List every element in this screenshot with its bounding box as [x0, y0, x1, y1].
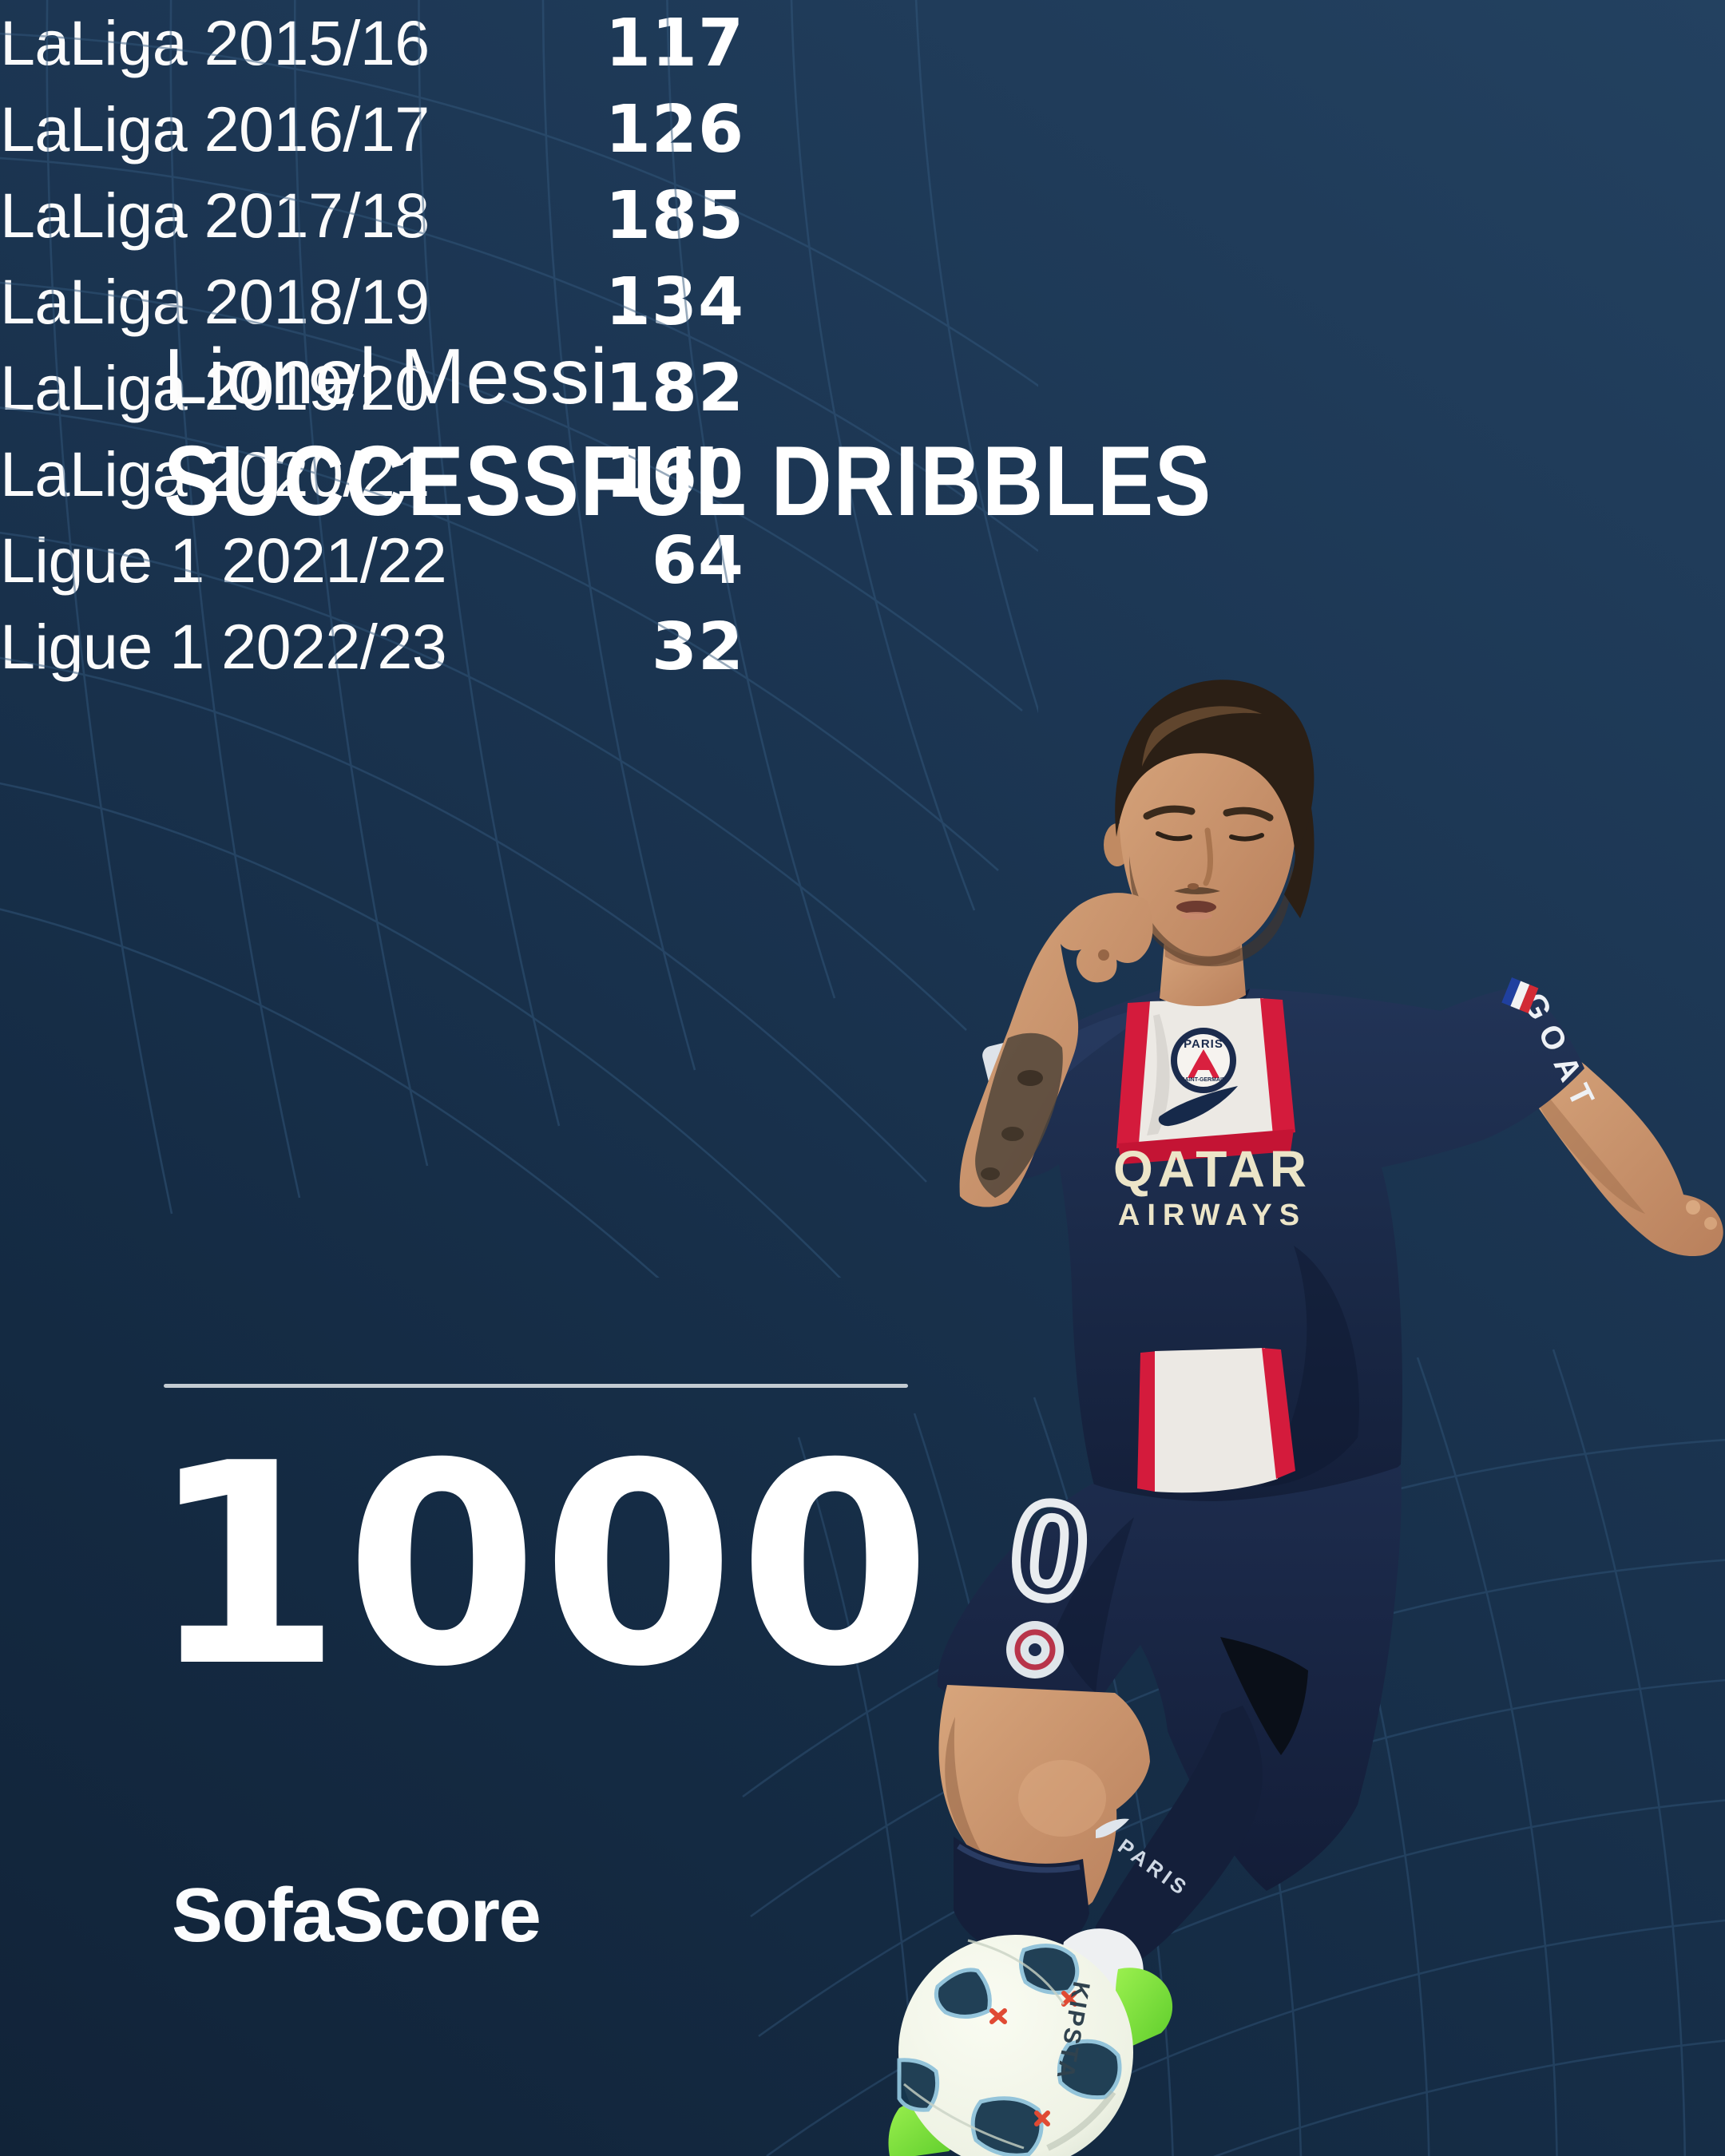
left-sock	[1095, 1706, 1263, 1974]
player-shorts: 0	[937, 1466, 1402, 1891]
player-right-arm	[959, 893, 1153, 1207]
player-left-leg: PARIS	[1060, 1706, 1263, 2046]
football: KIPSTA	[897, 1935, 1133, 2156]
under-shorts	[1220, 1637, 1308, 1755]
player-name: Lionel Messi	[164, 332, 609, 420]
crest-subtext: SAINT-GERMAIN	[1181, 1077, 1226, 1083]
crest-paris-text: PARIS	[1184, 1037, 1223, 1051]
nike-swoosh-icon	[1158, 1086, 1238, 1127]
shorts-number: 0	[1001, 1471, 1097, 1631]
stat-value: 182	[605, 350, 744, 426]
jersey-center-stripe	[1116, 998, 1295, 1164]
stat-row: Ligue 1 2022/23 32	[0, 604, 744, 690]
player-head	[1104, 680, 1315, 1007]
jersey-collar	[1160, 989, 1250, 1025]
stat-label: LaLiga 2016/17	[0, 93, 430, 164]
total-dribbles: 1000	[149, 1405, 935, 1728]
stat-value: 134	[605, 264, 744, 340]
player-jersey: PARIS SAINT-GERMAIN QATAR AIRWAYS GOAT	[982, 977, 1605, 1504]
player-left-arm	[1513, 1035, 1723, 1257]
stat-value: 32	[651, 608, 744, 685]
stat-label: LaLiga 2018/19	[0, 266, 430, 337]
stat-row: LaLiga 2017/18 185	[0, 172, 744, 259]
left-boot	[1115, 1968, 1173, 2046]
stat-label: LaLiga 2017/18	[0, 180, 430, 251]
page-title: SUCCESSFUL DRIBBLES	[164, 430, 1398, 533]
divider-line	[164, 1384, 908, 1388]
stat-value: 117	[605, 5, 744, 81]
shorts-patch	[1006, 1621, 1064, 1678]
jersey-sponsor-line2: AIRWAYS	[1118, 1199, 1307, 1232]
stat-row: LaLiga 2015/16 117	[0, 0, 744, 86]
stat-value: 185	[605, 177, 744, 254]
sleeve-goat-text: GOAT	[1516, 988, 1605, 1121]
psg-crest: PARIS SAINT-GERMAIN	[1171, 1028, 1236, 1093]
stat-row: LaLiga 2016/17 126	[0, 86, 744, 172]
league-sleeve-patch	[982, 1041, 1033, 1118]
stat-label: Ligue 1 2022/23	[0, 611, 447, 682]
page-title-text: SUCCESSFUL DRIBBLES	[164, 426, 1212, 537]
sofascore-logo: SofaScore	[172, 1873, 541, 1958]
right-boot	[888, 2099, 959, 2156]
jersey-sponsor-line1: QATAR	[1113, 1140, 1311, 1198]
left-ankle-sock	[1060, 1928, 1144, 2003]
french-flag-patch	[1501, 977, 1539, 1014]
stat-label: LaLiga 2015/16	[0, 7, 430, 78]
jersey-waist-stripe	[1137, 1348, 1295, 1493]
sock-paris-text: PARIS	[1113, 1834, 1194, 1902]
sock-swoosh-icon	[1096, 1818, 1129, 1838]
player-right-leg	[888, 1685, 1150, 2156]
right-sock	[954, 1837, 1089, 1955]
stat-value: 126	[605, 91, 744, 168]
ball-brand-text: KIPSTA	[1051, 1980, 1094, 2083]
